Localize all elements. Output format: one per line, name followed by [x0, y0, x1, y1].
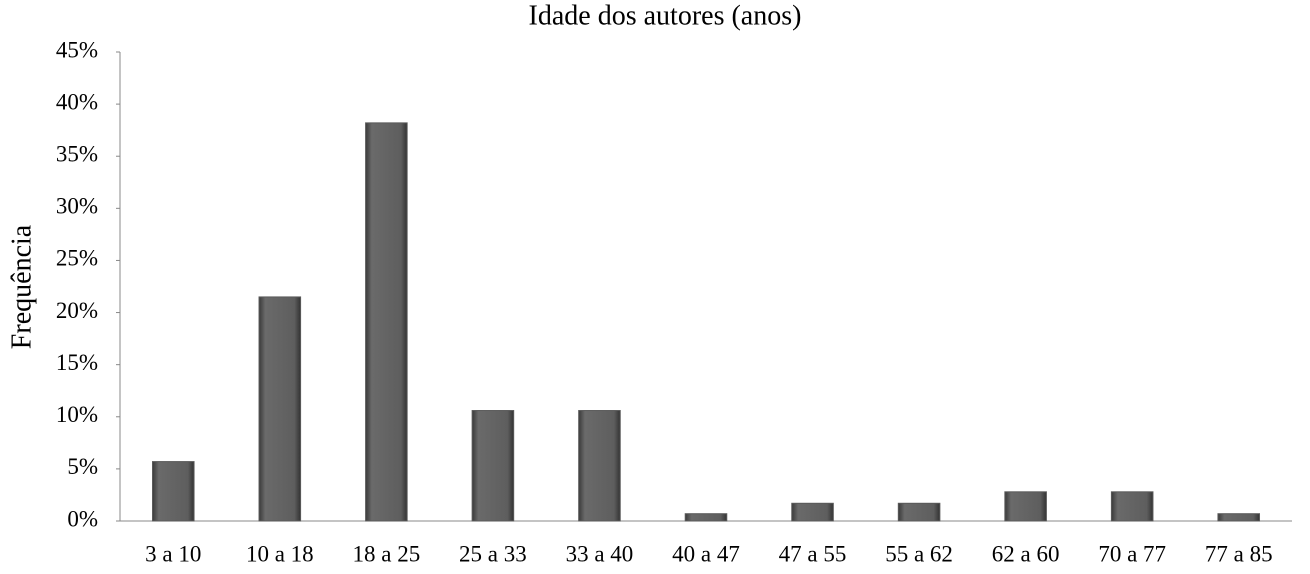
bar — [258, 296, 302, 522]
x-tick-label: 18 a 25 — [353, 541, 421, 566]
x-tick-label: 25 a 33 — [459, 541, 527, 566]
y-tick-label: 20% — [56, 298, 98, 323]
bar — [1004, 491, 1047, 522]
bar — [471, 410, 515, 522]
bar — [1110, 491, 1154, 522]
y-tick-label: 40% — [56, 89, 98, 114]
bar — [1217, 513, 1261, 522]
x-tick-label: 40 a 47 — [672, 541, 740, 566]
bar — [791, 502, 834, 522]
x-tick-label: 62 a 60 — [992, 541, 1060, 566]
bar — [578, 410, 621, 522]
y-tick-label: 5% — [67, 454, 98, 479]
x-tick-label: 70 a 77 — [1098, 541, 1166, 566]
x-tick-label: 47 a 55 — [779, 541, 847, 566]
x-tick-label: 77 a 85 — [1205, 541, 1273, 566]
bar — [365, 122, 408, 522]
y-axis-label: Frequência — [6, 224, 37, 349]
y-tick-label: 15% — [56, 350, 98, 375]
bar — [151, 461, 195, 522]
x-tick-label: 55 a 62 — [885, 541, 953, 566]
x-tick-label: 3 a 10 — [145, 541, 201, 566]
y-tick-label: 45% — [56, 37, 98, 62]
bar — [897, 502, 941, 522]
y-tick-label: 0% — [67, 506, 98, 531]
y-tick-label: 10% — [56, 402, 98, 427]
bar — [684, 513, 728, 522]
y-tick-label: 25% — [56, 246, 98, 271]
y-tick-label: 35% — [56, 142, 98, 167]
chart-title: Idade dos autores (anos) — [529, 0, 802, 31]
y-tick-label: 30% — [56, 194, 98, 219]
x-tick-label: 10 a 18 — [246, 541, 314, 566]
x-tick-label: 33 a 40 — [566, 541, 634, 566]
